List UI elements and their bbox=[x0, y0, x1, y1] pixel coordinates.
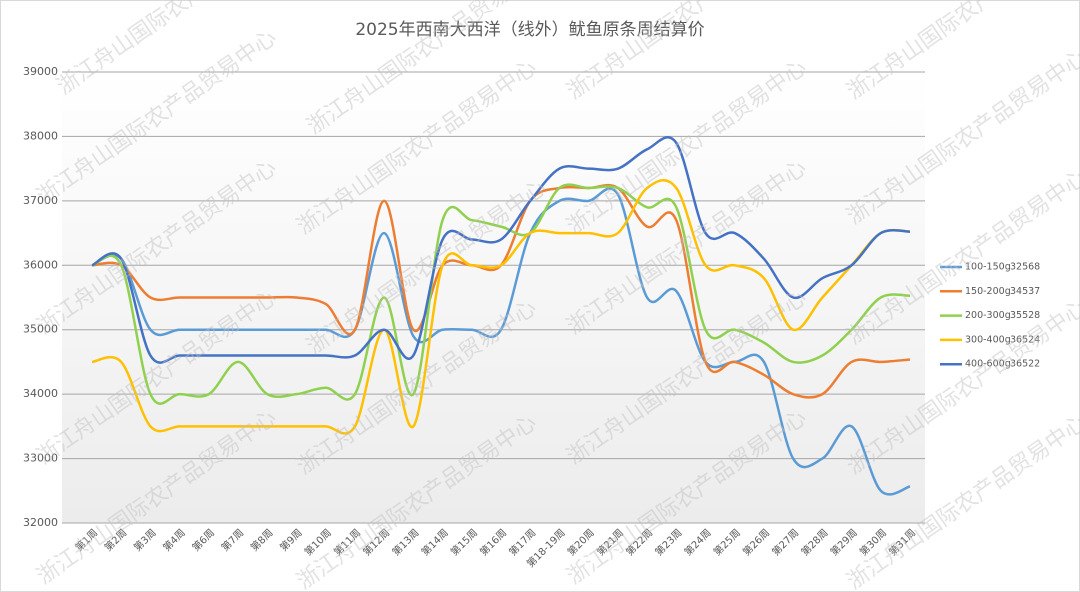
y-tick-label: 39000 bbox=[23, 65, 58, 78]
series-line bbox=[91, 183, 911, 405]
legend-value: 35528 bbox=[1010, 310, 1040, 321]
y-tick-label: 32000 bbox=[23, 516, 58, 529]
chart-title: 2025年西南大西洋（线外）鱿鱼原条周结算价 bbox=[355, 20, 704, 40]
legend-value: 36522 bbox=[1010, 359, 1040, 370]
legend-label: 100-150g bbox=[965, 262, 1011, 273]
series-line bbox=[91, 179, 911, 435]
series-line bbox=[91, 187, 911, 496]
legend-label: 150-200g bbox=[965, 286, 1011, 297]
y-tick-label: 37000 bbox=[23, 194, 58, 207]
y-tick-label: 34000 bbox=[23, 387, 58, 400]
legend-value: 34537 bbox=[1010, 286, 1040, 297]
legend-value: 36524 bbox=[1010, 334, 1040, 345]
legend-label: 400-600g bbox=[965, 359, 1011, 370]
y-tick-label: 33000 bbox=[23, 452, 58, 465]
series-line bbox=[91, 136, 911, 364]
legend-label: 300-400g bbox=[965, 334, 1011, 345]
series-line bbox=[91, 183, 911, 399]
legend-label: 200-300g bbox=[965, 310, 1011, 321]
y-tick-label: 36000 bbox=[23, 258, 58, 271]
legend-value: 32568 bbox=[1010, 262, 1040, 273]
y-tick-label: 35000 bbox=[23, 323, 58, 336]
y-tick-label: 38000 bbox=[23, 129, 58, 142]
